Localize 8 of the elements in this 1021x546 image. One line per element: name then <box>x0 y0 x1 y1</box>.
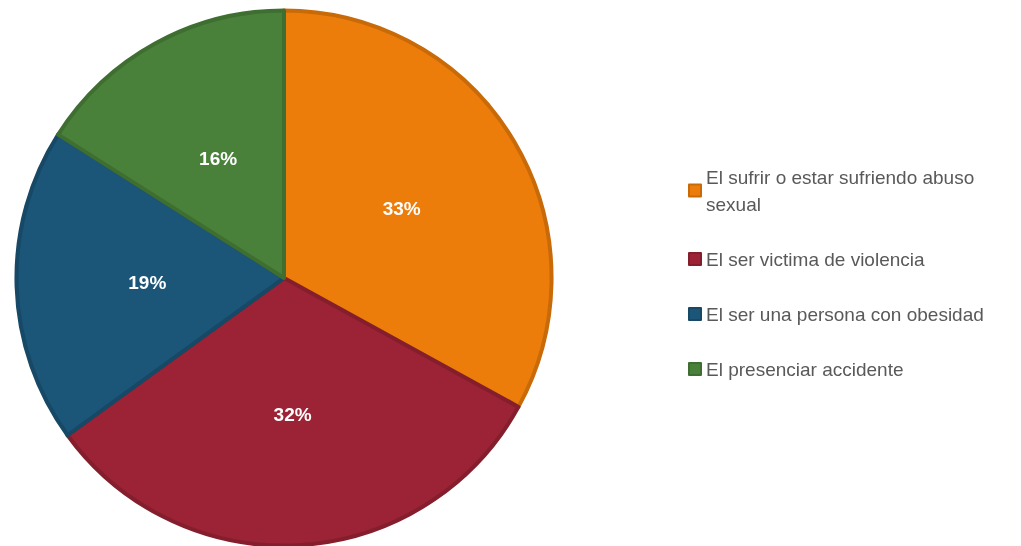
data-label: 19% <box>128 271 167 293</box>
data-label: 33% <box>382 197 421 219</box>
legend-label: El sufrir o estar sufriendo abuso sexual <box>706 166 980 215</box>
legend-label: El presenciar accidente <box>706 358 904 380</box>
data-label: 16% <box>199 147 238 169</box>
legend-label: El ser victima de violencia <box>706 248 926 270</box>
data-label: 32% <box>273 404 312 425</box>
legend-label: El ser una persona con obesidad <box>706 303 984 325</box>
